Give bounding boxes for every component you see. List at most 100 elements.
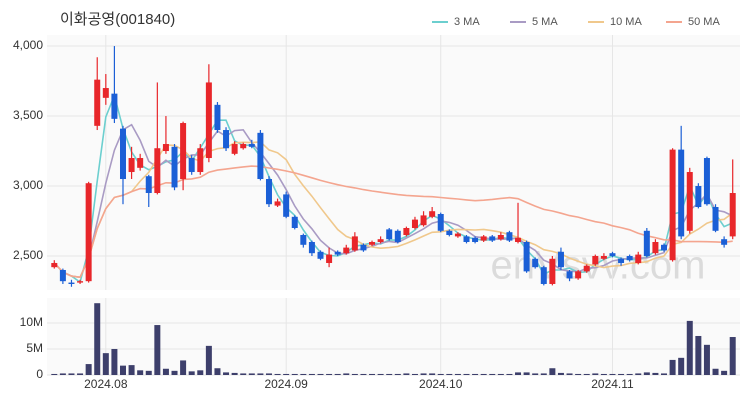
volume-bar bbox=[618, 373, 625, 375]
volume-bar bbox=[463, 373, 470, 375]
volume-bar bbox=[652, 372, 659, 375]
candle-body bbox=[437, 214, 444, 231]
volume-bar bbox=[497, 373, 504, 375]
y-tick-label: 3,000 bbox=[13, 178, 43, 192]
volume-bar bbox=[274, 373, 281, 375]
candle-body bbox=[94, 79, 101, 126]
volume-bar bbox=[119, 365, 126, 375]
volume-bar bbox=[626, 373, 633, 375]
candle-body bbox=[635, 254, 642, 263]
candle-body bbox=[265, 179, 272, 205]
volume-bar bbox=[523, 372, 530, 375]
candle-body bbox=[489, 236, 496, 241]
candle-body bbox=[540, 267, 547, 284]
candle-body bbox=[85, 183, 92, 282]
candle-body bbox=[583, 265, 590, 272]
candle-body bbox=[506, 232, 513, 241]
candle-body bbox=[214, 104, 221, 131]
candle-body bbox=[557, 251, 564, 268]
volume-bar bbox=[265, 373, 272, 375]
candle-body bbox=[369, 241, 376, 245]
candle-body bbox=[403, 227, 410, 235]
candle-body bbox=[137, 158, 144, 168]
candle-body bbox=[171, 146, 178, 188]
candle-body bbox=[600, 255, 607, 259]
volume-bar bbox=[68, 373, 75, 375]
ma-line bbox=[53, 165, 733, 279]
candle-body bbox=[695, 186, 702, 208]
candle-body bbox=[102, 88, 109, 98]
y-tick-label: 4,000 bbox=[13, 38, 43, 52]
candle-body bbox=[77, 281, 84, 283]
candle-body bbox=[119, 128, 126, 180]
x-tick-label: 2024.09 bbox=[264, 377, 308, 391]
candle-body bbox=[703, 158, 710, 205]
candle-body bbox=[420, 215, 427, 226]
volume-bar bbox=[540, 373, 547, 375]
candle-body bbox=[721, 239, 728, 245]
y-tick-label: 5M bbox=[26, 341, 43, 355]
candle-body bbox=[472, 237, 479, 242]
x-tick-label: 2024.11 bbox=[591, 377, 634, 391]
volume-bar bbox=[51, 373, 58, 375]
volume-bar bbox=[532, 373, 539, 375]
candle-body bbox=[197, 148, 204, 173]
candle-body bbox=[626, 255, 633, 261]
volume-bar bbox=[369, 373, 376, 375]
candle-body bbox=[162, 144, 169, 152]
candle-body bbox=[643, 230, 650, 256]
volume-bar bbox=[257, 373, 264, 375]
candle-body bbox=[326, 254, 333, 263]
candle-body bbox=[257, 132, 264, 180]
candle-body bbox=[351, 236, 358, 251]
volume-panel bbox=[47, 298, 740, 375]
volume-bar bbox=[283, 373, 290, 375]
candle-body bbox=[240, 144, 247, 149]
candle-body bbox=[360, 244, 367, 251]
volume-bar bbox=[360, 373, 367, 375]
volume-bar bbox=[111, 348, 118, 375]
volume-bar bbox=[566, 373, 573, 375]
volume-bar bbox=[137, 370, 144, 375]
candle-body bbox=[609, 253, 616, 256]
volume-bar bbox=[248, 373, 255, 375]
candle-body bbox=[566, 271, 573, 279]
candle-body bbox=[283, 194, 290, 217]
volume-bar bbox=[472, 373, 479, 375]
volume-bar bbox=[703, 344, 710, 375]
volume-bar bbox=[609, 373, 616, 375]
candle-body bbox=[480, 236, 487, 241]
volume-bar bbox=[411, 373, 418, 375]
volume-bar bbox=[575, 373, 582, 375]
candle-body bbox=[394, 230, 401, 242]
candle-body bbox=[128, 158, 135, 173]
volume-bar bbox=[386, 373, 393, 375]
volume-bar bbox=[515, 372, 522, 375]
legend-label: 10 MA bbox=[610, 16, 642, 28]
legend-label: 50 MA bbox=[688, 16, 720, 28]
y-tick-label: 10M bbox=[20, 315, 43, 329]
volume-bar bbox=[695, 335, 702, 375]
volume-bar bbox=[489, 373, 496, 375]
volume-bar bbox=[171, 370, 178, 375]
volume-bar bbox=[635, 373, 642, 375]
volume-bar bbox=[600, 373, 607, 375]
volume-bar bbox=[351, 373, 358, 375]
volume-bar bbox=[334, 373, 341, 375]
volume-bar bbox=[59, 373, 66, 375]
candle-body bbox=[231, 144, 238, 154]
volume-bar bbox=[197, 370, 204, 375]
volume-bar bbox=[326, 373, 333, 375]
volume-bar bbox=[557, 372, 564, 375]
candle-body bbox=[618, 258, 625, 263]
volume-bar bbox=[446, 373, 453, 375]
y-tick-label: 3,500 bbox=[13, 108, 43, 122]
volume-bar bbox=[420, 373, 427, 375]
candle-body bbox=[446, 230, 453, 235]
volume-bar bbox=[188, 371, 195, 375]
x-tick-label: 2024.08 bbox=[84, 377, 128, 391]
volume-bar bbox=[429, 373, 436, 375]
candle-body bbox=[154, 148, 161, 194]
candle-body bbox=[497, 234, 504, 240]
